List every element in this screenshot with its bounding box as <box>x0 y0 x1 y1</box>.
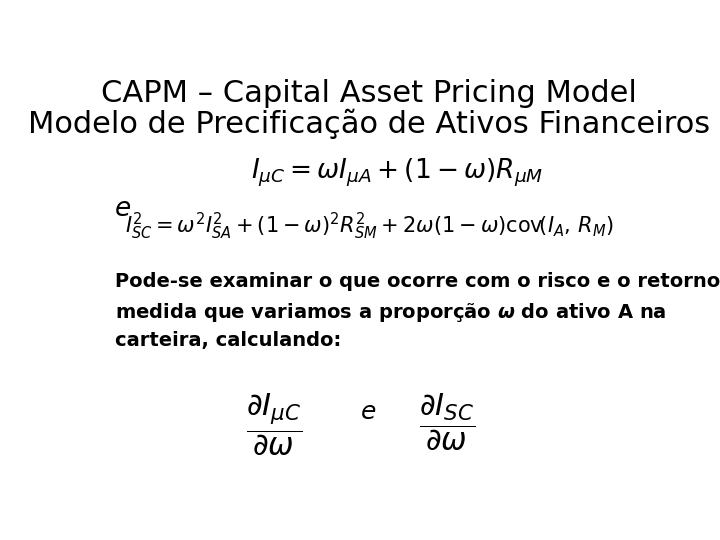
FancyBboxPatch shape <box>81 58 657 487</box>
Text: $I_{SC}^{2} = \omega^{2}I_{SA}^{2} + \left(1-\omega\right)^{2}R_{SM}^{2} + 2\ome: $I_{SC}^{2} = \omega^{2}I_{SA}^{2} + \le… <box>125 210 613 241</box>
Text: Pode-se examinar o que ocorre com o risco e o retorno à: Pode-se examinar o que ocorre com o risc… <box>115 271 720 291</box>
Text: e: e <box>361 400 377 423</box>
Text: e: e <box>115 196 131 222</box>
Text: Modelo de Precificação de Ativos Financeiros: Modelo de Precificação de Ativos Finance… <box>28 109 710 139</box>
Text: $\dfrac{\partial I_{\mu C}}{\partial \omega}$: $\dfrac{\partial I_{\mu C}}{\partial \om… <box>246 391 302 458</box>
Text: $\dfrac{\partial I_{SC}}{\partial \omega}$: $\dfrac{\partial I_{SC}}{\partial \omega… <box>419 391 475 453</box>
Text: carteira, calculando:: carteira, calculando: <box>115 332 341 350</box>
Text: medida que variamos a proporção $\boldsymbol{\omega}$ do ativo A na: medida que variamos a proporção $\boldsy… <box>115 301 667 324</box>
Text: CAPM – Capital Asset Pricing Model: CAPM – Capital Asset Pricing Model <box>101 79 637 109</box>
Text: $I_{\mu C} = \omega I_{\mu A} + \left(1 - \omega\right)R_{\mu M}$: $I_{\mu C} = \omega I_{\mu A} + \left(1 … <box>251 156 543 188</box>
